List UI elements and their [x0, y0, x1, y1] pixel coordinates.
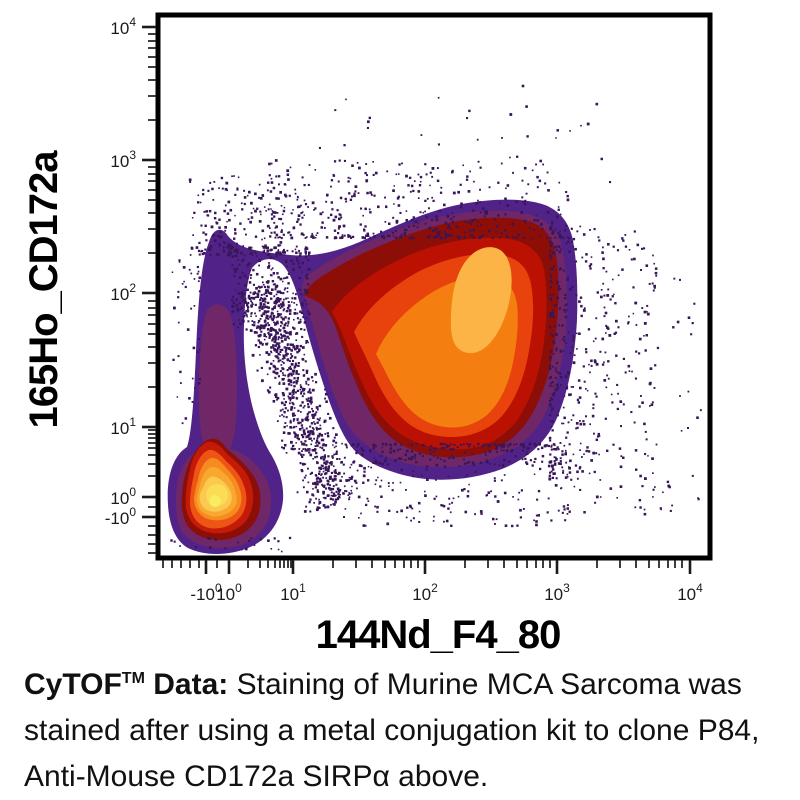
- tick-label: 100: [110, 485, 136, 508]
- x-axis-ticks: [162, 560, 692, 574]
- tick-label: 102: [110, 281, 136, 304]
- caption-body: Staining of Murine MCA Sarcoma was stain…: [24, 668, 760, 793]
- density-contours: [167, 199, 578, 554]
- contour-bright-core-cluster: [209, 495, 221, 507]
- tick-label: 100: [216, 581, 242, 604]
- plot-border: [155, 12, 713, 561]
- caption-brand: CyTOF: [24, 668, 122, 701]
- tick-label: -100: [190, 581, 222, 604]
- tick-label: 101: [280, 581, 306, 604]
- tick-label: 104: [677, 581, 703, 604]
- caption: CyTOFTM Data: Staining of Murine MCA Sar…: [24, 662, 776, 800]
- contour-plum-column: [198, 304, 237, 461]
- tick-label: 104: [110, 15, 136, 38]
- tick-label: 103: [110, 148, 136, 171]
- scatter-dots: [170, 84, 702, 553]
- y-axis-tick-labels: 104 103 102 101 100-100: [105, 15, 137, 528]
- tick-label: 102: [412, 581, 438, 604]
- tick-label: 101: [110, 415, 136, 438]
- x-axis-label: 144Nd_F4_80: [316, 613, 561, 657]
- contour-amber-kernel-main: [450, 247, 512, 354]
- caption-trademark-superscript: TM: [121, 670, 145, 687]
- tick-label: -100: [105, 505, 137, 528]
- y-axis-ticks: [142, 25, 156, 554]
- caption-data-label: Data:: [153, 668, 229, 701]
- y-axis-label: 165Ho_CD172a: [22, 150, 66, 429]
- tick-label: 103: [544, 581, 570, 604]
